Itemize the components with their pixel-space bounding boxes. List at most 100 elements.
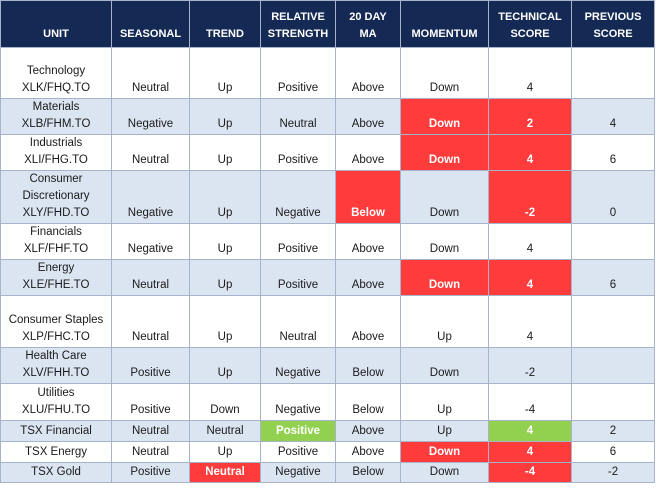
ma-cell: Below [335, 170, 401, 224]
momentum-cell: Up [400, 420, 489, 442]
seasonal-cell: Negative [111, 223, 190, 260]
ma-cell: Below [335, 462, 401, 483]
table-row: Consumer Discretionary XLY/FHD.TO Negative… [0, 170, 655, 224]
header-technical-score: TECHNICAL SCORE [488, 0, 572, 48]
unit-cell: Financials XLF/FHF.TO [0, 223, 112, 260]
previous-score-cell: 0 [571, 170, 655, 224]
unit-cell: TSX Financial [0, 420, 112, 442]
unit-cell: TSX Gold [0, 462, 112, 483]
previous-score-cell: 2 [571, 420, 655, 442]
trend-cell: Up [189, 134, 261, 171]
momentum-cell: Down [400, 98, 489, 135]
trend-cell: Up [189, 441, 261, 463]
seasonal-cell: Negative [111, 98, 190, 135]
trend-cell: Up [189, 259, 261, 296]
seasonal-cell: Neutral [111, 295, 190, 348]
relative-strength-cell: Negative [260, 462, 336, 483]
unit-cell: Utilities XLU/FHU.TO [0, 383, 112, 421]
unit-cell: TSX Energy [0, 441, 112, 463]
momentum-cell: Up [400, 383, 489, 421]
technical-score-cell: 4 [488, 420, 572, 442]
ma-cell: Below [335, 383, 401, 421]
ma-cell: Above [335, 98, 401, 135]
table-row: Consumer Staples XLP/FHC.TO Neutral Up Ne… [0, 295, 655, 348]
technical-score-cell: 4 [488, 223, 572, 260]
unit-cell: Industrials XLI/FHG.TO [0, 134, 112, 171]
previous-score-cell [571, 295, 655, 348]
seasonal-cell: Positive [111, 462, 190, 483]
trend-cell: Neutral [189, 462, 261, 483]
unit-cell: Technology XLK/FHQ.TO [0, 47, 112, 99]
seasonal-cell: Neutral [111, 134, 190, 171]
ma-cell: Above [335, 420, 401, 442]
technical-score-cell: 4 [488, 441, 572, 463]
momentum-cell: Down [400, 170, 489, 224]
momentum-cell: Down [400, 47, 489, 99]
relative-strength-cell: Negative [260, 347, 336, 384]
ma-cell: Above [335, 47, 401, 99]
seasonal-cell: Positive [111, 383, 190, 421]
previous-score-cell: 4 [571, 98, 655, 135]
seasonal-cell: Positive [111, 347, 190, 384]
previous-score-cell [571, 347, 655, 384]
previous-score-cell: 6 [571, 134, 655, 171]
table-row: Financials XLF/FHF.TO Negative Up Positiv… [0, 223, 655, 260]
unit-cell: Energy XLE/FHE.TO [0, 259, 112, 296]
momentum-cell: Down [400, 347, 489, 384]
relative-strength-cell: Neutral [260, 98, 336, 135]
table-row: TSX Gold Positive Neutral Negative Below… [0, 462, 655, 483]
trend-cell: Up [189, 223, 261, 260]
table-row: TSX Financial Neutral Neutral Positive A… [0, 420, 655, 442]
previous-score-cell: 6 [571, 259, 655, 296]
technical-score-cell: -4 [488, 383, 572, 421]
trend-cell: Neutral [189, 420, 261, 442]
seasonal-cell: Neutral [111, 441, 190, 463]
previous-score-cell [571, 223, 655, 260]
ma-cell: Above [335, 295, 401, 348]
header-previous-score: PREVIOUS SCORE [571, 0, 655, 48]
ma-cell: Above [335, 134, 401, 171]
relative-strength-cell: Positive [260, 420, 336, 442]
trend-cell: Up [189, 47, 261, 99]
seasonal-cell: Neutral [111, 259, 190, 296]
previous-score-cell [571, 47, 655, 99]
momentum-cell: Down [400, 134, 489, 171]
trend-cell: Up [189, 170, 261, 224]
unit-cell: Consumer Staples XLP/FHC.TO [0, 295, 112, 348]
header-seasonal: SEASONAL [111, 0, 190, 48]
seasonal-cell: Neutral [111, 47, 190, 99]
relative-strength-cell: Positive [260, 259, 336, 296]
trend-cell: Up [189, 98, 261, 135]
relative-strength-cell: Neutral [260, 295, 336, 348]
table-row: Materials XLB/FHM.TO Negative Up Neutral … [0, 98, 655, 135]
header-relative-strength: RELATIVE STRENGTH [260, 0, 336, 48]
ma-cell: Above [335, 259, 401, 296]
previous-score-cell [571, 383, 655, 421]
seasonal-cell: Neutral [111, 420, 190, 442]
relative-strength-cell: Positive [260, 441, 336, 463]
unit-cell: Materials XLB/FHM.TO [0, 98, 112, 135]
header-unit: UNIT [0, 0, 112, 48]
ma-cell: Above [335, 441, 401, 463]
technical-score-cell: -4 [488, 462, 572, 483]
table-row: Energy XLE/FHE.TO Neutral Up Positive Abo… [0, 259, 655, 296]
technical-score-cell: -2 [488, 347, 572, 384]
unit-cell: Health Care XLV/FHH.TO [0, 347, 112, 384]
header-row: UNIT SEASONAL TREND RELATIVE STRENGTH 20 … [0, 0, 655, 48]
momentum-cell: Down [400, 223, 489, 260]
previous-score-cell: -2 [571, 462, 655, 483]
unit-cell: Consumer Discretionary XLY/FHD.TO [0, 170, 112, 224]
header-trend: TREND [189, 0, 261, 48]
seasonal-cell: Negative [111, 170, 190, 224]
technical-score-table: UNIT SEASONAL TREND RELATIVE STRENGTH 20 … [0, 0, 655, 483]
header-20-day-ma: 20 DAY MA [335, 0, 401, 48]
table-row: Industrials XLI/FHG.TO Neutral Up Positiv… [0, 134, 655, 171]
momentum-cell: Down [400, 441, 489, 463]
technical-score-cell: -2 [488, 170, 572, 224]
relative-strength-cell: Positive [260, 223, 336, 260]
table-row: TSX Energy Neutral Up Positive Above Dow… [0, 441, 655, 463]
table-row: Utilities XLU/FHU.TO Positive Down Negati… [0, 383, 655, 421]
table-row: Technology XLK/FHQ.TO Neutral Up Positive… [0, 47, 655, 99]
technical-score-cell: 4 [488, 134, 572, 171]
trend-cell: Up [189, 295, 261, 348]
